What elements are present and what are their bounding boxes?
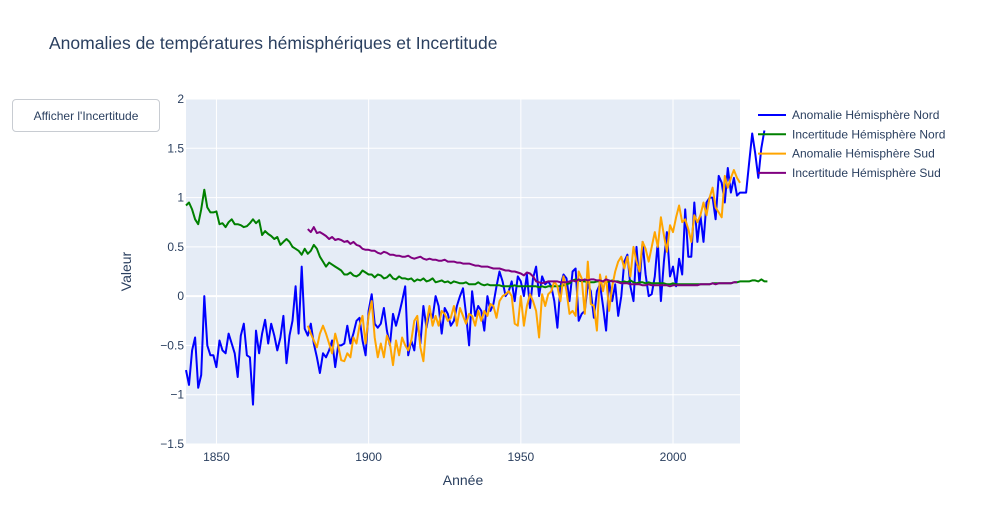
y-tick-label: −1.5 bbox=[160, 437, 184, 451]
y-axis-ticks: −1.5 −1 −0.5 0 0.5 1 1.5 2 bbox=[160, 92, 184, 451]
y-axis-title: Valeur bbox=[118, 251, 134, 291]
x-tick-label: 1850 bbox=[203, 450, 230, 464]
y-tick-label: −0.5 bbox=[160, 338, 184, 352]
legend-label: Anomalie Hémisphère Sud bbox=[792, 147, 935, 161]
legend-item[interactable]: Incertitude Hémisphère Nord bbox=[758, 127, 945, 141]
series-line-2[interactable] bbox=[185, 188, 768, 289]
legend-label: Incertitude Hémisphère Nord bbox=[792, 127, 945, 141]
x-axis-title: Année bbox=[443, 472, 484, 488]
y-tick-label: 2 bbox=[177, 92, 184, 106]
x-axis-ticks: 1850 1900 1950 2000 bbox=[203, 450, 687, 464]
legend-item[interactable]: Incertitude Hémisphère Sud bbox=[758, 166, 941, 180]
plot-area[interactable] bbox=[186, 99, 740, 444]
series-line-3[interactable] bbox=[306, 169, 741, 367]
legend-item[interactable]: Anomalie Hémisphère Nord bbox=[758, 108, 939, 122]
show-uncertainty-button[interactable]: Afficher l'Incertitude bbox=[12, 99, 160, 132]
y-tick-label: 0 bbox=[177, 289, 184, 303]
y-tick-label: 0.5 bbox=[167, 240, 184, 254]
y-tick-label: 1.5 bbox=[167, 141, 184, 155]
x-tick-label: 1900 bbox=[355, 450, 382, 464]
legend-item[interactable]: Anomalie Hémisphère Sud bbox=[758, 147, 935, 161]
y-tick-label: 1 bbox=[177, 191, 184, 205]
chart-title: Anomalies de températures hémisphériques… bbox=[49, 33, 498, 53]
series-layer bbox=[185, 130, 768, 406]
x-tick-label: 1950 bbox=[507, 450, 534, 464]
legend: Anomalie Hémisphère Nord Incertitude Hémi… bbox=[758, 108, 945, 180]
y-tick-label: −1 bbox=[170, 388, 184, 402]
legend-label: Anomalie Hémisphère Nord bbox=[792, 108, 939, 122]
series-line-4[interactable] bbox=[307, 226, 737, 288]
legend-label: Incertitude Hémisphère Sud bbox=[792, 166, 941, 180]
x-tick-label: 2000 bbox=[660, 450, 687, 464]
